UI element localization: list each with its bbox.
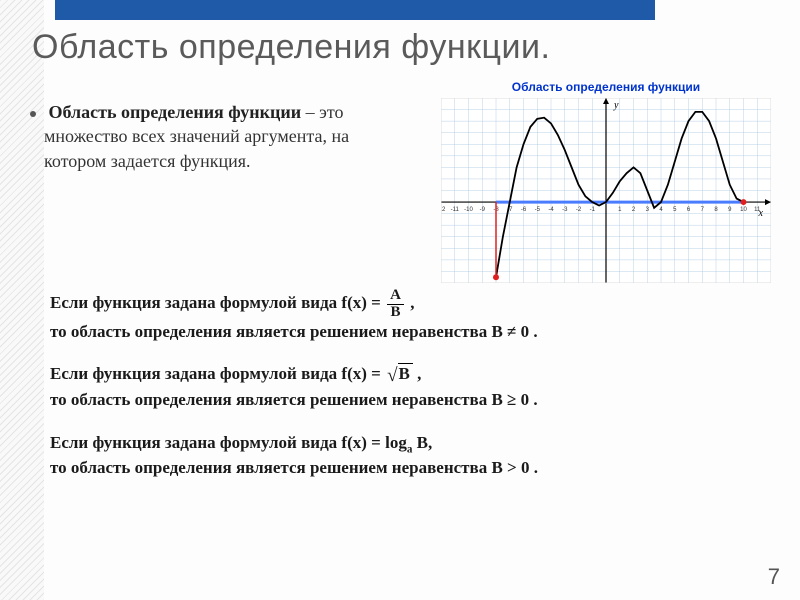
svg-text:-2: -2 xyxy=(576,207,582,213)
rule-conclusion: то область определения является решением… xyxy=(50,322,538,341)
svg-text:-9: -9 xyxy=(480,207,486,213)
definition-term: Область определения функции xyxy=(49,102,302,122)
rule-conclusion: то область определения является решением… xyxy=(50,458,538,477)
svg-text:-6: -6 xyxy=(521,207,527,213)
left-hatching xyxy=(0,0,44,600)
rule-sqrt: Если функция задана формулой вида f(x) =… xyxy=(50,363,750,412)
svg-text:-11: -11 xyxy=(451,207,460,213)
svg-text:x: x xyxy=(758,208,764,219)
svg-text:-5: -5 xyxy=(535,207,541,213)
sqrt: √B xyxy=(385,363,413,389)
chart-title: Область определения функции xyxy=(430,80,782,94)
rules-block: Если функция задана формулой вида f(x) =… xyxy=(50,288,750,500)
domain-chart: -12-11-10-9-8-7-6-5-4-3-2-11234567891011… xyxy=(441,98,771,283)
page-title: Область определения функции. xyxy=(32,28,550,67)
bullet-icon xyxy=(30,111,36,117)
rule-conclusion: то область определения является решением… xyxy=(50,390,538,409)
rule-prefix: Если функция задана формулой вида f(x) = xyxy=(50,293,385,312)
svg-text:-10: -10 xyxy=(464,207,473,213)
page-number: 7 xyxy=(768,564,780,590)
svg-text:10: 10 xyxy=(740,207,747,213)
rule-fraction: Если функция задана формулой вида f(x) =… xyxy=(50,288,750,343)
svg-text:-4: -4 xyxy=(548,207,554,213)
rule-prefix: Если функция задана формулой вида f(x) = xyxy=(50,433,385,452)
rule-log: Если функция задана формулой вида f(x) =… xyxy=(50,432,750,480)
definition-block: Область определения функции – это множес… xyxy=(44,100,404,173)
svg-text:-1: -1 xyxy=(590,207,596,213)
svg-text:-12: -12 xyxy=(441,207,446,213)
svg-text:-3: -3 xyxy=(562,207,568,213)
fraction: AB xyxy=(387,288,404,321)
svg-text:y: y xyxy=(613,100,619,111)
chart-area: Область определения функции -12 -11 -10 -9 -… xyxy=(430,80,782,288)
rule-prefix: Если функция задана формулой вида f(x) = xyxy=(50,364,385,383)
top-bar xyxy=(55,0,655,20)
